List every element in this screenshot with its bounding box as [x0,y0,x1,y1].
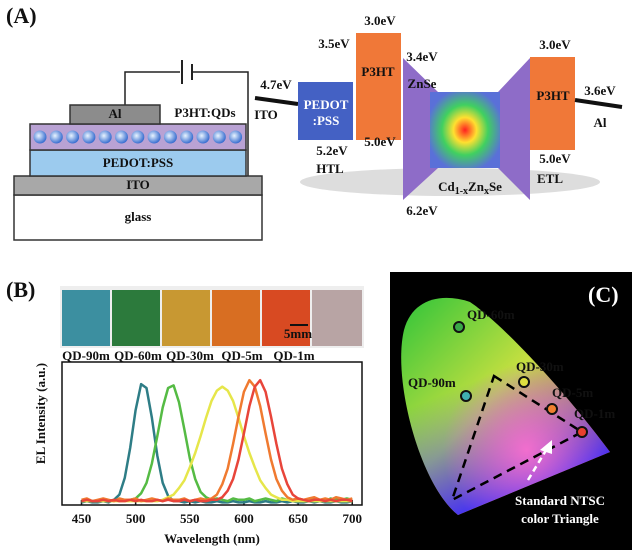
layer-label: PEDOT:PSS [103,155,174,170]
point-label: QD-90m [408,375,456,390]
photo [112,290,160,346]
quantum-dot [50,131,63,144]
p3ht-band [356,33,401,140]
point-label: QD-5m [552,385,593,400]
quantum-dot [229,131,242,144]
energy-label: Al [594,115,607,130]
energy-label: 4.7eV [260,77,292,92]
panel-label: (C) [588,282,619,307]
photo-labels: QD-90m QD-60m QD-30m QD-5m QD-1m [62,348,315,363]
cie-diagram: QD-60m QD-90m QD-30m QD-5m QD-1m (C) Sta… [390,272,632,550]
quantum-dot [99,131,112,144]
energy-label: 5.0eV [539,151,571,166]
qd-point [454,322,464,332]
quantum-dot [131,131,144,144]
photo-strip: 5mm [60,286,364,348]
figure: (A) Al P3HT:QDs PEDOT:PSS ITO glass 4.7e… [0,0,632,550]
panel-label: (A) [6,3,37,28]
photo-label: QD-60m [114,348,162,363]
quantum-dot [148,131,161,144]
qd-point [519,377,529,387]
qd-point [461,391,471,401]
p3ht-band [530,57,575,150]
core-band [430,92,500,168]
quantum-dot [164,131,177,144]
el-chart: 450 500 550 600 650 700 Wavelength (nm) EL Inte… [33,362,362,546]
energy-label: ZnSe [408,76,437,91]
energy-label: ITO [254,107,278,122]
photo [62,290,110,346]
photo-label: QD-30m [166,348,214,363]
quantum-dot [82,131,95,144]
device-stack: Al P3HT:QDs PEDOT:PSS ITO glass [14,60,262,240]
x-tick-label: 600 [234,511,254,526]
energy-label: 3.6eV [584,83,616,98]
energy-label: 6.2eV [406,203,438,218]
qd-point [577,427,587,437]
point-label: QD-60m [467,307,515,322]
series-line [82,384,353,502]
point-label: QD-1m [574,406,615,421]
scale-label: 5mm [284,326,312,341]
y-axis-label: EL Intensity (a.u.) [33,363,48,464]
x-tick-label: 700 [343,511,363,526]
energy-label: P3HT [361,64,395,79]
plot-frame [62,362,362,505]
al-level [575,100,622,107]
energy-label: 3.0eV [364,13,396,28]
quantum-dot [115,131,128,144]
x-tick-label: 500 [126,511,146,526]
quantum-dot [213,131,226,144]
photo [212,290,260,346]
photo-label: QD-1m [273,348,314,363]
text-part: 1-x [455,186,468,197]
wire [125,72,180,105]
energy-label: 5.0eV [364,134,396,149]
ito-level [255,98,298,104]
panel-label: (B) [6,277,35,302]
text-part: Zn [468,179,485,194]
energy-label: PEDOT [304,97,349,112]
layer-label: P3HT:QDs [174,105,235,120]
photo-label: QD-90m [62,348,110,363]
energy-label: 3.0eV [539,37,571,52]
photo-label: QD-5m [221,348,262,363]
point-label: QD-30m [516,359,564,374]
annotation: Standard NTSC [515,493,605,508]
quantum-dot [34,131,47,144]
x-tick-label: 650 [288,511,308,526]
energy-label: 5.2eV [316,143,348,158]
energy-label: HTL [316,161,344,176]
energy-label: :PSS [313,113,340,128]
layer-label: Al [109,106,122,121]
text-part: Se [489,179,502,194]
quantum-dot [197,131,210,144]
x-tick-label: 550 [180,511,200,526]
energy-label: 3.5eV [318,36,350,51]
layer-label: ITO [126,177,150,192]
photo [312,290,362,346]
x-tick-label: 450 [72,511,92,526]
annotation: color Triangle [521,511,599,526]
energy-label: 3.4eV [406,49,438,64]
energy-label: ETL [537,171,563,186]
energy-diagram: 4.7eV ITO PEDOT :PSS 3.5eV 5.2eV HTL 3.0… [254,13,622,218]
photo [162,290,210,346]
layer-label: glass [125,209,152,224]
qd-point [547,404,557,414]
text-part: Cd [438,179,455,194]
energy-label: P3HT [536,88,570,103]
quantum-dot [66,131,79,144]
quantum-dot [180,131,193,144]
x-axis-label: Wavelength (nm) [164,531,260,546]
